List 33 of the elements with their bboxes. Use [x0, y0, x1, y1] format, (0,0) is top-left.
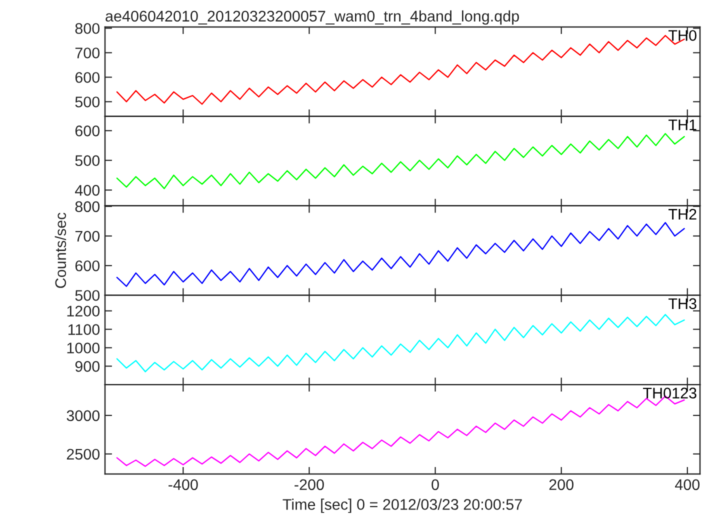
x-tick-label: 400	[675, 479, 700, 490]
y-tick-label: 600	[75, 126, 100, 136]
y-tick-label: 800	[75, 23, 100, 34]
y-tick-label: 800	[75, 201, 100, 212]
y-tick-label: 500	[75, 290, 100, 301]
y-tick-label: 500	[75, 155, 100, 166]
line-series	[116, 133, 685, 190]
series-label: TH1	[668, 120, 696, 130]
chart-title: ae406042010_20120323200057_wam0_trn_4band_long.qdp	[106, 10, 519, 25]
y-tick-label: 700	[75, 230, 100, 242]
y-tick-label: 1000	[67, 342, 100, 354]
series-label: TH3	[668, 298, 696, 310]
x-tick-label: -200	[294, 479, 324, 490]
y-tick-label: 2500	[66, 448, 100, 460]
y-tick-label: 500	[75, 96, 100, 108]
x-axis-title: Time [sec] 0 = 2012/03/23 20:00:57	[282, 498, 522, 513]
y-tick-label: 3000	[66, 410, 100, 422]
y-tick-label: 600	[75, 260, 100, 272]
y-tick-label: 1200	[67, 306, 100, 317]
series-label: TH0123	[643, 388, 696, 399]
series-label: TH0	[668, 30, 696, 41]
y-tick-label: 600	[75, 72, 100, 83]
y-tick-label: 1100	[68, 324, 100, 335]
y-axis-title: Counts/sec	[54, 212, 66, 288]
y-tick-label: 400	[75, 184, 100, 196]
y-tick-label: 900	[75, 361, 100, 372]
y-tick-label: 700	[75, 48, 100, 58]
line-series	[116, 222, 685, 287]
line-series	[116, 314, 685, 372]
x-tick-label: 200	[549, 479, 574, 490]
x-tick-label: -400	[168, 479, 198, 490]
x-tick-label: 0	[432, 479, 439, 490]
series-label: TH2	[668, 208, 696, 220]
